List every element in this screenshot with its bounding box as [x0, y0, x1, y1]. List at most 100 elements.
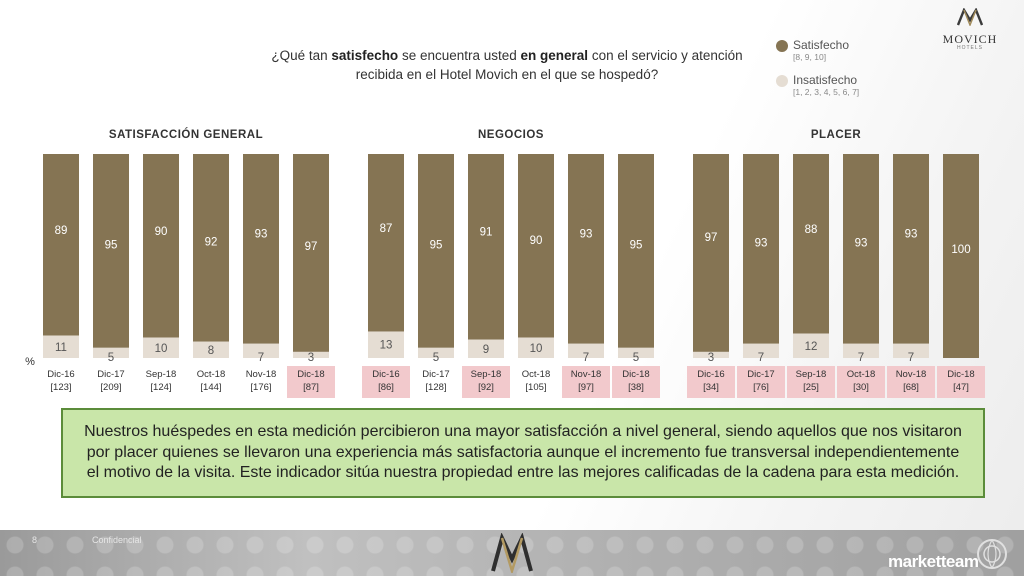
- chart-title: PLACER: [811, 129, 861, 141]
- category-label: Oct-18: [847, 369, 876, 380]
- sample-size-label: [97]: [578, 382, 594, 393]
- category-label: Sep-18: [471, 369, 502, 380]
- category-label: Dic-17: [747, 369, 774, 380]
- bar-satisfied: [43, 154, 79, 336]
- brand-subtitle: HOTELS: [956, 45, 983, 51]
- confidential-label: Confidencial: [92, 535, 142, 545]
- bar-unsatisfied: [893, 343, 929, 358]
- category-highlight: [837, 366, 885, 398]
- bar-unsatisfied: [193, 341, 229, 358]
- brand-logo: MOVICH HOTELS: [930, 7, 1010, 51]
- sample-size-label: [176]: [250, 382, 271, 393]
- data-label-unsatisfied: 8: [208, 345, 214, 357]
- legend-swatch-satisfied: [776, 40, 788, 52]
- data-label-unsatisfied: 5: [433, 352, 439, 364]
- legend-item-satisfied: Satisfecho [8, 9, 10]: [776, 38, 916, 63]
- data-label-satisfied: 93: [255, 228, 268, 240]
- data-label-unsatisfied: 3: [708, 352, 714, 364]
- brand-mark-icon: [956, 7, 984, 28]
- data-label-satisfied: 93: [905, 228, 918, 240]
- data-label-satisfied: 97: [705, 232, 718, 244]
- sample-size-label: [123]: [50, 382, 71, 393]
- sample-size-label: [105]: [525, 382, 546, 393]
- data-label-satisfied: 95: [630, 239, 643, 251]
- sample-size-label: [25]: [803, 382, 819, 393]
- sample-size-label: [128]: [425, 382, 446, 393]
- category-label: Sep-18: [796, 369, 827, 380]
- category-label: Nov-18: [896, 369, 927, 380]
- bar-satisfied: [893, 154, 929, 344]
- category-highlight: [287, 366, 335, 398]
- insight-note-text: Nuestros huéspedes en esta medición perc…: [84, 423, 962, 482]
- movich-emblem-icon: [491, 533, 533, 573]
- bar-unsatisfied: [618, 347, 654, 358]
- bar-satisfied: [568, 154, 604, 344]
- data-label-unsatisfied: 5: [108, 352, 114, 364]
- bar-satisfied: [93, 154, 129, 348]
- sample-size-label: [209]: [100, 382, 121, 393]
- legend-range-satisfied: [8, 9, 10]: [793, 52, 827, 62]
- legend-label-unsatisfied: Insatisfecho: [793, 73, 858, 87]
- data-label-satisfied: 93: [580, 228, 593, 240]
- sample-size-label: [76]: [753, 382, 769, 393]
- sample-size-label: [92]: [478, 382, 494, 393]
- data-label-unsatisfied: 13: [380, 340, 393, 352]
- bar-unsatisfied: [568, 343, 604, 358]
- category-label: Oct-18: [522, 369, 551, 380]
- bar-satisfied: [518, 154, 554, 338]
- company-name: marketteam: [888, 552, 979, 571]
- data-label-unsatisfied: 7: [258, 352, 264, 364]
- bar-satisfied: [693, 154, 729, 352]
- sample-size-label: [124]: [150, 382, 171, 393]
- legend-label-satisfied: Satisfecho: [793, 38, 850, 52]
- bar-satisfied: [743, 154, 779, 344]
- page-number: 8: [32, 535, 38, 545]
- category-label: Dic-18: [622, 369, 649, 380]
- bar-unsatisfied: [843, 343, 879, 358]
- bar-satisfied: [418, 154, 454, 348]
- bar-unsatisfied: [743, 343, 779, 358]
- bar-satisfied: [368, 154, 404, 332]
- category-highlight: [737, 366, 785, 398]
- bar-unsatisfied: [143, 337, 179, 358]
- data-label-satisfied: 93: [855, 237, 868, 249]
- sample-size-label: [47]: [953, 382, 969, 393]
- footer-bar: 8 Confidencial marketteam: [0, 530, 1024, 576]
- category-label: Dic-18: [297, 369, 324, 380]
- category-label: Dic-16: [697, 369, 724, 380]
- data-label-unsatisfied: 7: [858, 352, 864, 364]
- bar-unsatisfied: [793, 333, 829, 358]
- category-label: Nov-18: [571, 369, 602, 380]
- category-label: Oct-18: [197, 369, 226, 380]
- data-label-unsatisfied: 3: [308, 352, 314, 364]
- category-label: Dic-17: [422, 369, 449, 380]
- data-label-satisfied: 87: [380, 223, 393, 235]
- legend-range-unsatisfied: [1, 2, 3, 4, 5, 6, 7]: [793, 87, 860, 97]
- category-label: Dic-18: [947, 369, 974, 380]
- bar-satisfied: [293, 154, 329, 352]
- bar-satisfied: [143, 154, 179, 338]
- data-label-unsatisfied: 11: [55, 342, 67, 354]
- bar-unsatisfied: [418, 347, 454, 358]
- bar-satisfied: [243, 154, 279, 344]
- bar-unsatisfied: [468, 339, 504, 358]
- data-label-unsatisfied: 7: [908, 352, 914, 364]
- bar-unsatisfied: [243, 343, 279, 358]
- category-highlight: [362, 366, 410, 398]
- percent-symbol: %: [25, 356, 35, 368]
- legend-item-unsatisfied: Insatisfecho [1, 2, 3, 4, 5, 6, 7]: [776, 73, 916, 98]
- category-highlight: [562, 366, 610, 398]
- data-label-unsatisfied: 10: [530, 343, 543, 355]
- bar-unsatisfied: [368, 331, 404, 358]
- data-label-satisfied: 89: [55, 225, 68, 237]
- sample-size-label: [87]: [303, 382, 319, 393]
- bar-satisfied: [193, 154, 229, 342]
- data-label-unsatisfied: 12: [805, 341, 818, 353]
- bar-satisfied: [468, 154, 504, 340]
- category-highlight: [787, 366, 835, 398]
- bar-unsatisfied: [693, 351, 729, 358]
- data-label-satisfied: 95: [430, 239, 443, 251]
- insight-note: Nuestros huéspedes en esta medición perc…: [61, 408, 985, 498]
- data-label-unsatisfied: 9: [483, 344, 489, 356]
- data-label-satisfied: 92: [205, 237, 218, 249]
